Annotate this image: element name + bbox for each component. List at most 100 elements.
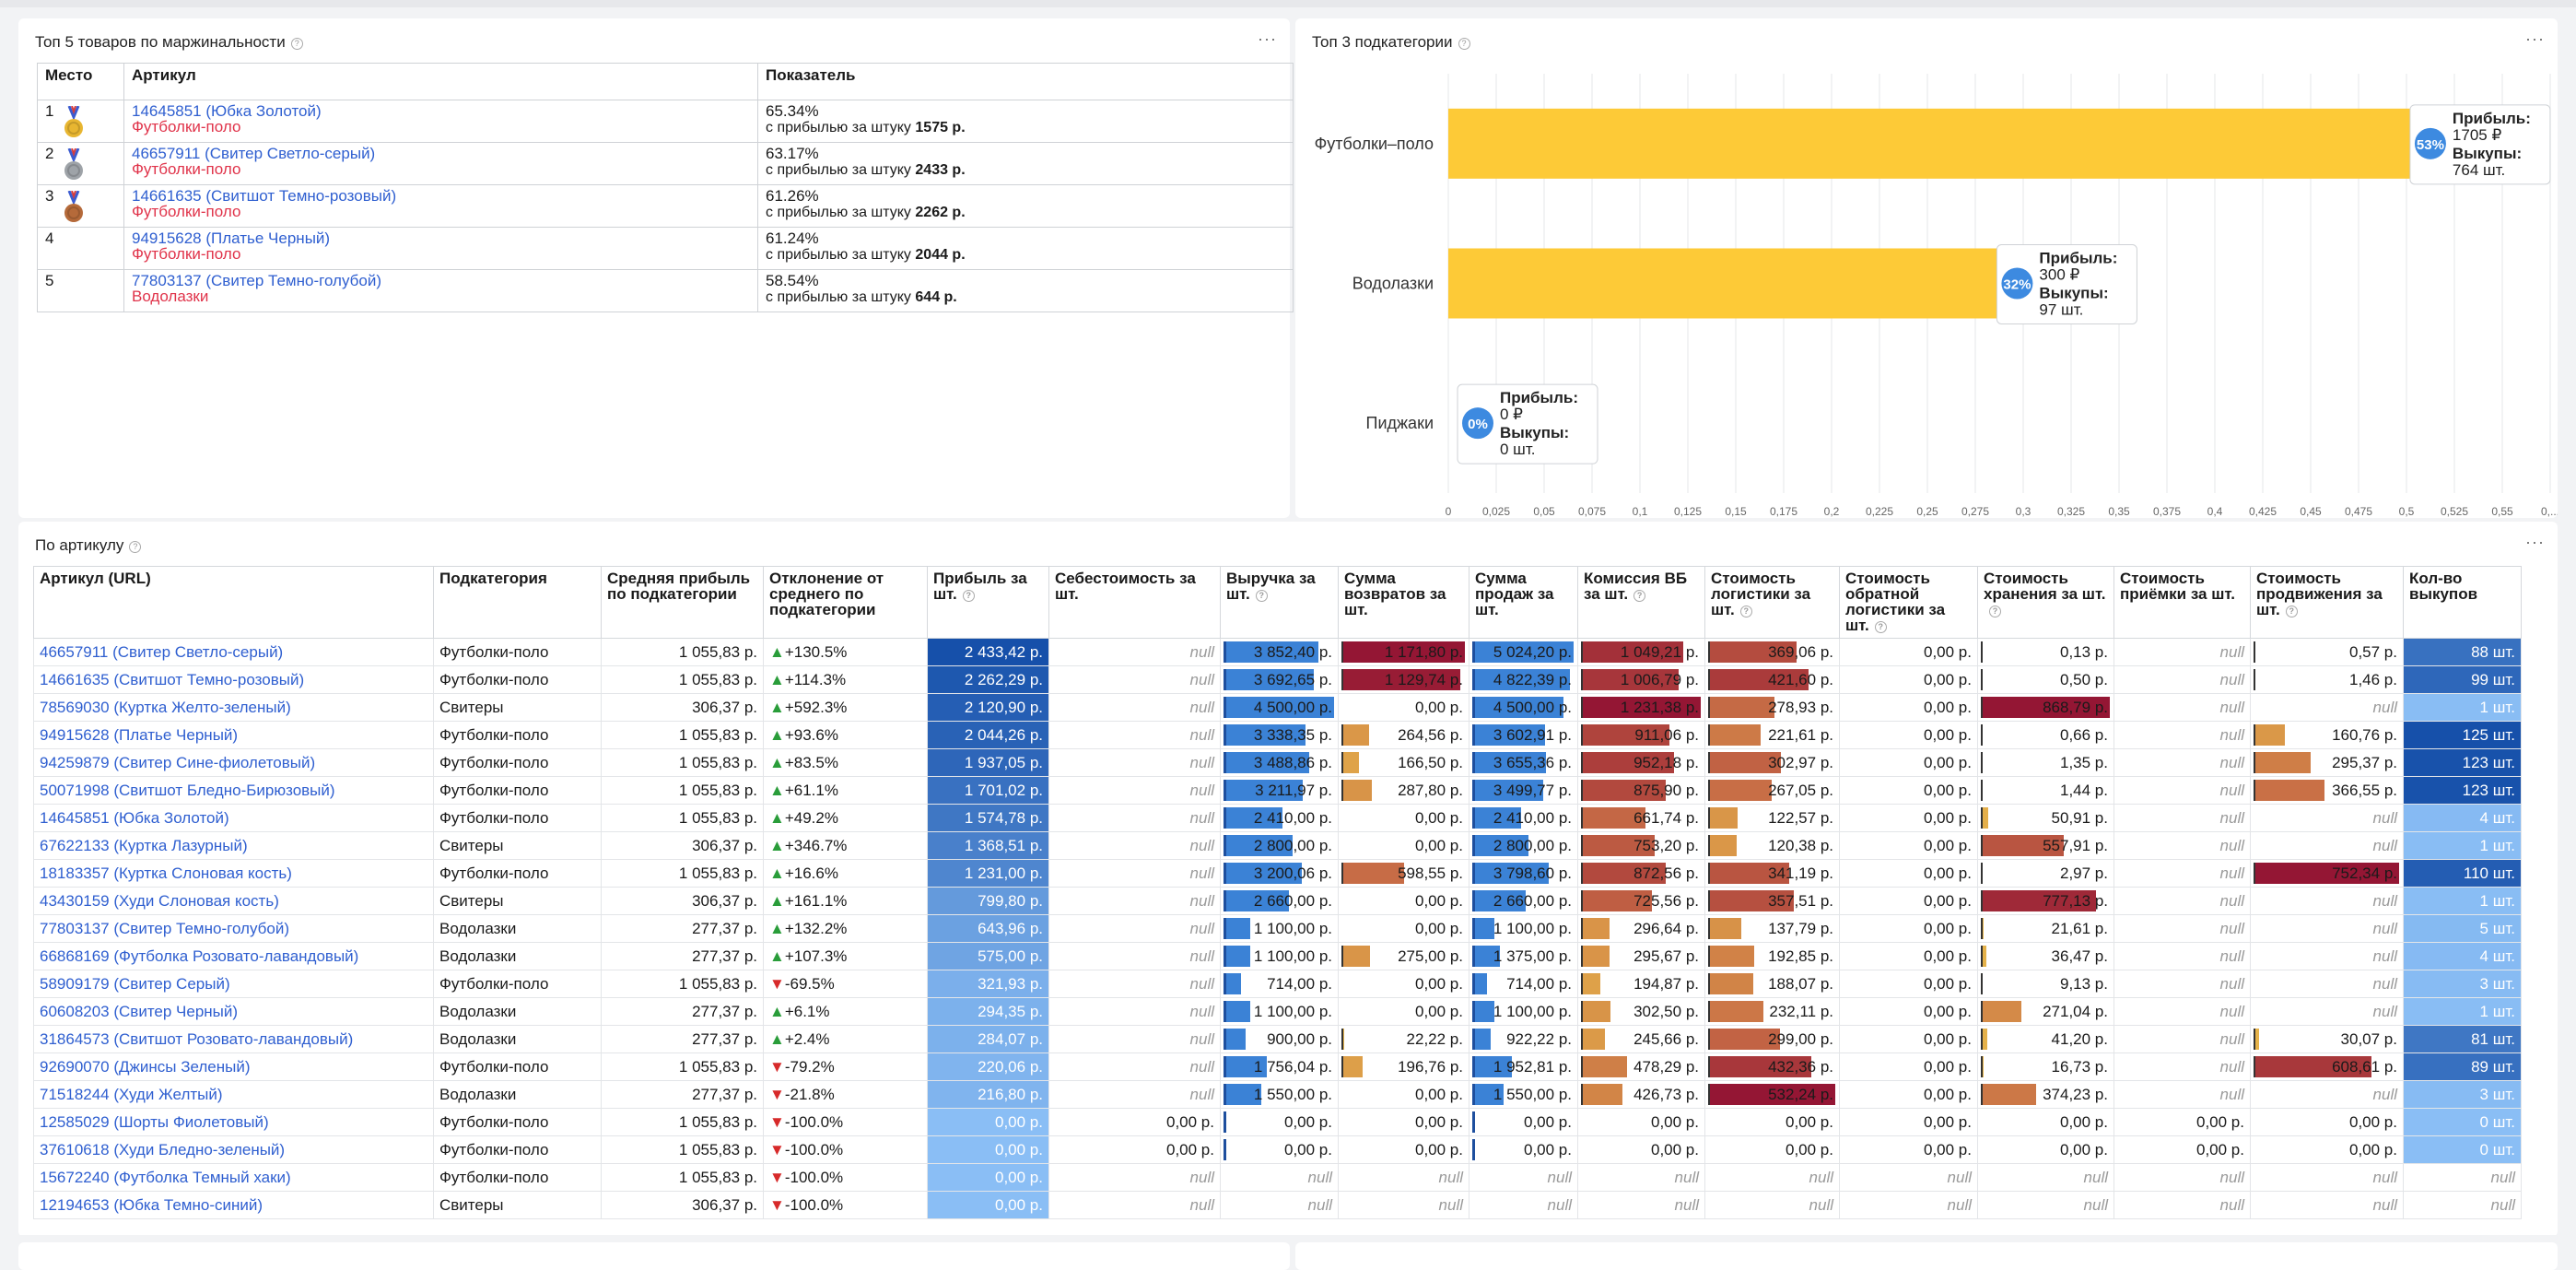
value-bar — [1708, 973, 1753, 994]
help-icon[interactable]: ? — [1874, 621, 1887, 633]
column-header[interactable]: Отклонение от среднего по подкатегории — [763, 566, 928, 639]
article-cell: 46657911 (Свитер Светло-серый) Футболки-п… — [123, 142, 758, 185]
article-link[interactable]: 15672240 (Футболка Темный хаки) — [40, 1168, 291, 1186]
x-tick-label: 0,25 — [1916, 505, 1938, 518]
article-link[interactable]: 67622133 (Куртка Лазурный) — [40, 836, 248, 854]
revenue-cell: 3 211,97 р. — [1220, 776, 1339, 805]
buyouts-value: 764 шт. — [2453, 161, 2505, 179]
article-link[interactable]: 14661635 (Свитшот Темно-розовый) — [40, 670, 305, 688]
avg-profit-cell: 1 055,83 р. — [601, 638, 764, 666]
column-header[interactable]: Подкатегория — [433, 566, 602, 639]
article-link[interactable]: 78569030 (Куртка Желто-зеленый) — [40, 698, 291, 716]
article-link[interactable]: 43430159 (Худи Слоновая кость) — [40, 891, 279, 910]
value-bar — [2254, 863, 2399, 884]
column-header[interactable]: Стоимость приёмки за шт. — [2113, 566, 2251, 639]
article-link[interactable]: 18183357 (Куртка Слоновая кость) — [40, 864, 292, 882]
null-cell: null — [2403, 1163, 2522, 1192]
subcategory-cell: Водолазки — [433, 1025, 602, 1053]
value-cell: 0,00 р. — [1839, 887, 1978, 915]
null-cell: null — [1048, 693, 1221, 722]
buyouts-cell: 110 шт. — [2403, 859, 2522, 888]
bar[interactable] — [1448, 248, 2078, 319]
column-header[interactable]: Сумма продаж за шт. — [1469, 566, 1578, 639]
article-link[interactable]: 14645851 (Юбка Золотой) — [132, 102, 322, 120]
profit-per-item: с прибылью за штуку 2262 р. — [766, 205, 966, 220]
value-bar — [1708, 946, 1754, 967]
article-link[interactable]: 71518244 (Худи Желтый) — [40, 1085, 223, 1103]
article-link[interactable]: 66868169 (Футболка Розовато-лавандовый) — [40, 947, 359, 965]
table-row: 15672240 (Футболка Темный хаки) Футболки-… — [33, 1163, 2522, 1192]
article-cell: 37610618 (Худи Бледно-зеленый) — [33, 1135, 434, 1164]
null-cell: null — [2113, 693, 2251, 722]
more-menu-icon[interactable]: ··· — [1258, 29, 1277, 48]
revenue-cell: 1 100,00 р. — [1220, 942, 1339, 970]
column-header[interactable]: Стоимость продвижения за шт.? — [2250, 566, 2404, 639]
article-link[interactable]: 37610618 (Худи Бледно-зеленый) — [40, 1140, 286, 1158]
column-header[interactable]: Кол-во выкупов — [2403, 566, 2522, 639]
storage-cell: 0,00 р. — [1977, 1135, 2114, 1164]
bar[interactable] — [1448, 108, 2491, 179]
x-tick-label: 0,35 — [2108, 505, 2130, 518]
null-cell: null — [1220, 1163, 1339, 1192]
column-header[interactable]: Стоимость хранения за шт.? — [1977, 566, 2114, 639]
subcategory-label: Футболки-поло — [132, 118, 241, 135]
help-icon[interactable]: ? — [1633, 590, 1646, 602]
margin-percent: 61.24% — [766, 229, 819, 247]
article-link[interactable]: 46657911 (Свитер Светло-серый) — [132, 145, 376, 162]
column-header[interactable]: Выручка за шт.? — [1220, 566, 1339, 639]
article-link[interactable]: 50071998 (Свитшот Бледно-Бирюзовый) — [40, 781, 335, 799]
help-icon[interactable]: ? — [1989, 606, 2001, 617]
article-link[interactable]: 94915628 (Платье Черный) — [40, 725, 239, 744]
value-bar — [1708, 918, 1741, 939]
top5-row: 1 14645851 (Юбка Золотой) Футболки-поло 6… — [37, 100, 1294, 143]
value-bar — [1341, 1056, 1363, 1077]
more-menu-icon[interactable]: ··· — [2525, 29, 2545, 48]
avg-profit-cell: 306,37 р. — [601, 887, 764, 915]
returns-cell: 0,00 р. — [1338, 1080, 1469, 1109]
value-bar — [1581, 1084, 1623, 1105]
article-link[interactable]: 94259879 (Свитер Сине-фиолетовый) — [40, 753, 316, 771]
returns-cell: 196,76 р. — [1338, 1052, 1469, 1081]
column-header[interactable]: Прибыль за шт.? — [927, 566, 1049, 639]
article-link[interactable]: 77803137 (Свитер Темно-голубой) — [40, 919, 289, 937]
article-link[interactable]: 14661635 (Свитшот Темно-розовый) — [132, 187, 397, 205]
help-icon[interactable]: ? — [290, 38, 303, 50]
column-header[interactable]: Стоимость логистики за шт.? — [1704, 566, 1840, 639]
help-icon[interactable]: ? — [1458, 38, 1470, 50]
article-link[interactable]: 12194653 (Юбка Темно-синий) — [40, 1195, 263, 1214]
help-icon[interactable]: ? — [1739, 606, 1752, 617]
column-header[interactable]: Себестоимость за шт. — [1048, 566, 1221, 639]
null-cell: null — [1048, 1163, 1221, 1192]
column-header[interactable]: Комиссия ВБ за шт.? — [1577, 566, 1705, 639]
article-link[interactable]: 94915628 (Платье Черный) — [132, 229, 331, 247]
help-icon[interactable]: ? — [2285, 606, 2298, 617]
value-bar — [1981, 946, 1986, 967]
x-tick-label: 0,... — [2541, 505, 2558, 518]
subcategory-cell: Футболки-поло — [433, 1135, 602, 1164]
column-header[interactable]: Средняя прибыль по подкатегории — [601, 566, 764, 639]
logistics-cell: 122,57 р. — [1704, 804, 1840, 832]
value-bar — [1472, 1139, 1475, 1160]
x-tick-label: 0,05 — [1533, 505, 1555, 518]
article-link[interactable]: 14645851 (Юбка Золотой) — [40, 808, 229, 827]
help-icon[interactable]: ? — [129, 541, 142, 553]
help-icon[interactable]: ? — [1255, 590, 1268, 602]
buyouts-cell: 3 шт. — [2403, 970, 2522, 998]
logistics-cell: 137,79 р. — [1704, 914, 1840, 943]
article-link[interactable]: 12585029 (Шорты Фиолетовый) — [40, 1112, 269, 1131]
article-link[interactable]: 77803137 (Свитер Темно-голубой) — [132, 272, 381, 289]
article-link[interactable]: 92690070 (Джинсы Зеленый) — [40, 1057, 251, 1076]
help-icon[interactable]: ? — [962, 590, 975, 602]
column-header[interactable]: Артикул (URL) — [33, 566, 434, 639]
article-link[interactable]: 60608203 (Свитер Черный) — [40, 1002, 239, 1020]
more-menu-icon[interactable]: ··· — [2525, 533, 2545, 551]
null-cell: null — [1704, 1191, 1840, 1219]
column-header[interactable]: Сумма возвратов за шт. — [1338, 566, 1469, 639]
column-header[interactable]: Стоимость обратной логистики за шт.? — [1839, 566, 1978, 639]
article-link[interactable]: 46657911 (Свитер Светло-серый) — [40, 642, 284, 661]
article-link[interactable]: 31864573 (Свитшот Розовато-лавандовый) — [40, 1029, 354, 1048]
returns-cell: 166,50 р. — [1338, 748, 1469, 777]
article-cell: 94915628 (Платье Черный) Футболки-поло — [123, 227, 758, 270]
profit-cell: 2 433,42 р. — [927, 638, 1049, 666]
article-link[interactable]: 58909179 (Свитер Серый) — [40, 974, 230, 993]
